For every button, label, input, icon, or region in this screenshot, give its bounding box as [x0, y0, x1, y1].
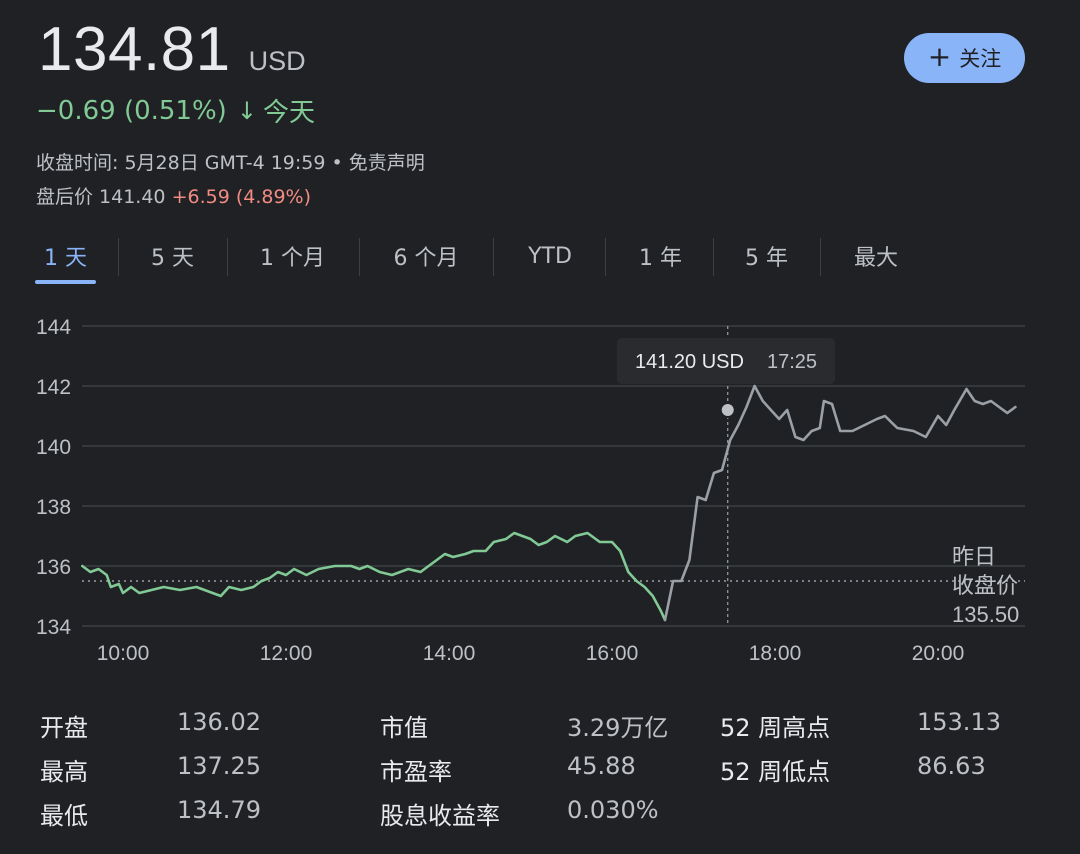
after-hours-line — [663, 384, 1017, 622]
stat-label-high: 最高 — [40, 758, 88, 786]
tab-ytd[interactable]: YTD — [528, 243, 572, 269]
x-tick-label: 14:00 — [423, 642, 476, 665]
price-chart[interactable]: 134 136 138 140 142 144 10:00 12:00 14:00 16:00 18… — [0, 300, 1080, 680]
close-info: 收盘时间: 5月28日 GMT-4 19:59 • 免责声明 — [36, 152, 425, 174]
stat-label-52w-low: 52 周低点 — [720, 758, 831, 786]
stat-label-market-cap: 市值 — [380, 714, 428, 742]
after-hours-price: 盘后价 141.40 — [36, 186, 166, 208]
stat-label-pe-ratio: 市盈率 — [380, 758, 452, 786]
tab-6m[interactable]: 6 个月 — [393, 246, 459, 271]
stat-value-market-cap: 3.29万亿 — [567, 714, 669, 742]
change-value: −0.69 (0.51%) — [36, 95, 227, 126]
stat-value-52w-high: 153.13 — [917, 708, 1001, 736]
hover-point — [719, 402, 736, 418]
tooltip-box — [617, 338, 835, 384]
current-price: 134.81 — [38, 15, 231, 84]
y-tick-label: 138 — [36, 496, 71, 519]
tab-1y[interactable]: 1 年 — [639, 246, 682, 271]
tab-divider — [605, 238, 606, 276]
x-tick-label: 18:00 — [749, 642, 802, 665]
follow-button-label: 关注 — [959, 47, 1002, 71]
arrow-down-icon: ↓ — [236, 96, 257, 125]
tab-divider — [227, 238, 228, 276]
currency-label: USD — [248, 46, 306, 76]
previous-close-label: 昨日 — [952, 544, 996, 569]
tab-1d[interactable]: 1 天 — [35, 232, 96, 284]
stat-label-open: 开盘 — [40, 714, 88, 742]
stat-value-dividend-yield: 0.030% — [567, 796, 659, 824]
stat-label-dividend-yield: 股息收益率 — [380, 802, 500, 830]
tab-max[interactable]: 最大 — [853, 246, 898, 271]
x-tick-label: 10:00 — [97, 642, 150, 665]
previous-close-label: 135.50 — [952, 602, 1019, 627]
change-period: 今天 — [262, 98, 315, 128]
tooltip-time: 17:25 — [767, 351, 817, 373]
stat-label-52w-high: 52 周高点 — [720, 714, 831, 742]
y-tick-label: 144 — [36, 316, 71, 339]
y-tick-label: 142 — [36, 376, 71, 399]
stat-value-52w-low: 86.63 — [917, 752, 986, 780]
tab-5d[interactable]: 5 天 — [151, 246, 194, 271]
tab-divider — [118, 238, 119, 276]
price-change: −0.69 (0.51%) ↓ 今天 — [36, 92, 315, 129]
stat-value-low: 134.79 — [177, 796, 261, 824]
y-tick-label: 134 — [36, 616, 71, 639]
tab-divider — [820, 238, 821, 276]
stat-value-pe-ratio: 45.88 — [567, 752, 636, 780]
after-hours-info: 盘后价 141.40 +6.59 (4.89%) — [36, 182, 311, 209]
tooltip-price: 141.20 USD — [635, 351, 744, 373]
regular-session-line — [81, 531, 667, 622]
x-tick-label: 12:00 — [260, 642, 313, 665]
follow-button[interactable]: + 关注 — [904, 33, 1025, 83]
stat-value-open: 136.02 — [177, 708, 261, 736]
tab-1m[interactable]: 1 个月 — [260, 246, 325, 271]
stat-value-high: 137.25 — [177, 752, 261, 780]
previous-close-label: 收盘价 — [952, 573, 1018, 598]
y-tick-label: 140 — [36, 436, 71, 459]
x-tick-label: 20:00 — [912, 642, 965, 665]
stat-label-low: 最低 — [40, 802, 88, 830]
tab-5y[interactable]: 5 年 — [745, 246, 788, 271]
plus-icon: + — [927, 40, 952, 73]
quote-header: 134.81 USD — [38, 14, 306, 85]
x-tick-label: 16:00 — [586, 642, 639, 665]
after-hours-change: +6.59 (4.89%) — [171, 186, 312, 208]
tab-divider — [359, 238, 360, 276]
tab-divider — [493, 238, 494, 276]
range-tabs: 1 天 5 天 1 个月 6 个月 YTD 1 年 5 年 最大 — [20, 232, 1030, 284]
tab-divider — [713, 238, 714, 276]
y-tick-label: 136 — [36, 556, 71, 579]
